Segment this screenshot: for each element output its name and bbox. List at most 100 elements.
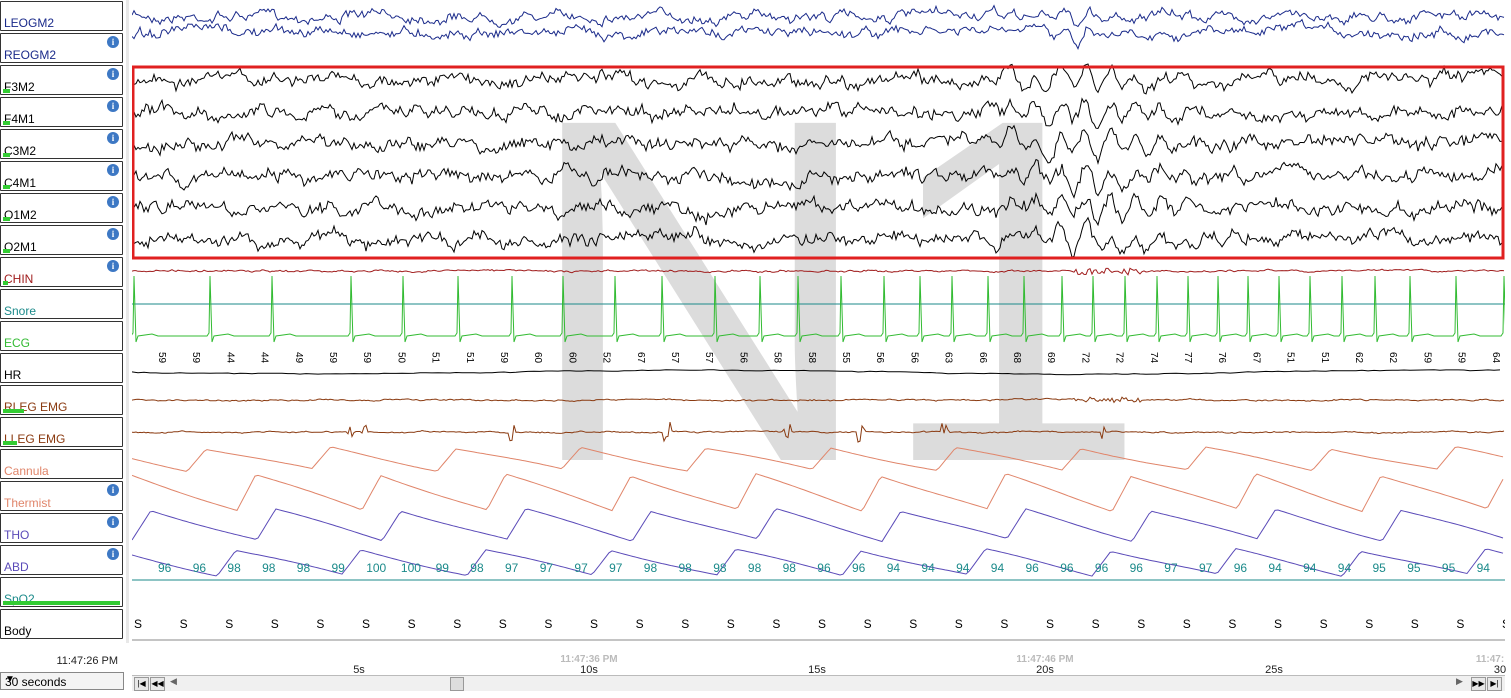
- spo2-value: 96: [1060, 561, 1074, 575]
- skip-last-icon[interactable]: ▶|: [1487, 677, 1502, 691]
- spo2-value: 94: [1338, 561, 1352, 575]
- skip-forward-icon[interactable]: ▶▶: [1471, 677, 1486, 691]
- trace-hr: [132, 369, 1501, 376]
- channel-label-snore[interactable]: Snore: [0, 289, 123, 319]
- trace-cannula: [132, 446, 1504, 472]
- skip-back-icon[interactable]: ◀◀: [150, 677, 165, 691]
- channel-label-f4m1[interactable]: F4M1 i: [0, 97, 123, 127]
- info-icon[interactable]: i: [107, 100, 119, 112]
- hr-value: 60: [532, 352, 543, 364]
- spo2-value: 97: [574, 561, 588, 575]
- time-tick: 25s: [1265, 664, 1283, 676]
- info-icon[interactable]: i: [107, 228, 119, 240]
- channel-name: Snore: [4, 304, 37, 318]
- body-position-value: S: [818, 617, 826, 631]
- hr-value: 51: [464, 352, 475, 364]
- hr-value: 60: [566, 352, 577, 364]
- body-position-value: S: [636, 617, 644, 631]
- channel-label-f3m2[interactable]: F3M2 i: [0, 65, 123, 95]
- channel-label-reogm2[interactable]: REOGM2 i: [0, 33, 123, 63]
- info-icon[interactable]: i: [107, 132, 119, 144]
- scroll-left-icon[interactable]: ◀: [170, 676, 177, 686]
- body-position-value: S: [1365, 617, 1373, 631]
- channel-label-hr[interactable]: HR: [0, 353, 123, 383]
- scroll-thumb[interactable]: [450, 677, 464, 691]
- hr-value: 59: [1421, 352, 1432, 364]
- time-tick: 30: [1493, 664, 1507, 676]
- info-icon[interactable]: i: [107, 68, 119, 80]
- epoch-length-select[interactable]: 30 seconds ▼: [0, 672, 124, 690]
- hr-value: 50: [395, 352, 406, 364]
- hr-value: 59: [327, 352, 338, 364]
- hr-value: 51: [1285, 352, 1296, 364]
- info-icon[interactable]: i: [107, 548, 119, 560]
- channel-label-spo2[interactable]: SpO2: [0, 577, 123, 607]
- channel-name: Thermist: [4, 496, 51, 510]
- info-icon[interactable]: i: [107, 516, 119, 528]
- info-icon[interactable]: i: [107, 196, 119, 208]
- trace-rleg: [132, 396, 1505, 404]
- channel-label-c4m1[interactable]: C4M1 i: [0, 161, 123, 191]
- spo2-value: 94: [887, 561, 901, 575]
- trace-abd: [132, 548, 1504, 577]
- channel-label-abd[interactable]: ABD i: [0, 545, 123, 575]
- hr-value: 59: [190, 352, 201, 364]
- trace-lleg: [132, 421, 1505, 443]
- info-icon[interactable]: i: [107, 484, 119, 496]
- gain-indicator: [3, 281, 8, 285]
- channel-label-thermist[interactable]: Thermist i: [0, 481, 123, 511]
- channel-name: LEOGM2: [4, 16, 55, 30]
- channel-label-rleg-emg[interactable]: RLEG EMG: [0, 385, 123, 415]
- hr-value: 77: [1182, 352, 1193, 364]
- hr-value: 76: [1216, 352, 1227, 364]
- info-icon[interactable]: i: [107, 260, 119, 272]
- channel-name: O2M1: [4, 240, 37, 254]
- panel-splitter[interactable]: [126, 0, 129, 643]
- gain-indicator: [3, 601, 120, 605]
- hr-value: 67: [635, 352, 646, 364]
- hr-value: 59: [156, 352, 167, 364]
- channel-name: F4M1: [4, 112, 35, 126]
- body-position-value: S: [544, 617, 552, 631]
- trace-reogm2: [132, 18, 1505, 51]
- channel-name: Body: [4, 624, 32, 638]
- hr-value: 59: [498, 352, 509, 364]
- clock-marker: 11:47:: [1475, 654, 1505, 665]
- gain-indicator: [3, 185, 10, 189]
- channel-label-body[interactable]: Body: [0, 609, 123, 639]
- channel-label-tho[interactable]: THO i: [0, 513, 123, 543]
- body-position-value: S: [864, 617, 872, 631]
- selection-box: [132, 65, 1505, 260]
- body-position-value: S: [316, 617, 324, 631]
- spo2-value: 97: [540, 561, 554, 575]
- hr-value: 59: [1456, 352, 1467, 364]
- trace-eeg: [132, 216, 1505, 258]
- spo2-value: 94: [1303, 561, 1317, 575]
- hr-value: 74: [1148, 352, 1159, 364]
- scroll-right-icon[interactable]: ▶: [1456, 676, 1463, 686]
- channel-label-ecg[interactable]: ECG: [0, 321, 123, 351]
- body-position-value: S: [1502, 617, 1505, 631]
- clock-marker: 11:47:46 PM: [1016, 654, 1074, 665]
- body-position-value: S: [499, 617, 507, 631]
- channel-label-leogm2[interactable]: LEOGM2: [0, 1, 123, 31]
- hr-value: 64: [1490, 352, 1501, 364]
- channel-label-panel: LEOGM2 REOGM2 i F3M2 i F4M1 i C3M2 i C4M1 i O1M2 i O2…: [0, 0, 128, 643]
- skip-first-icon[interactable]: |◀: [134, 677, 149, 691]
- time-tick: 5s: [353, 664, 365, 676]
- epoch-scrollbar[interactable]: |◀ ◀◀ ◀ ▶ ▶▶ ▶|: [132, 675, 1505, 691]
- channel-label-lleg-emg[interactable]: LLEG EMG: [0, 417, 123, 447]
- body-position-value: S: [1092, 617, 1100, 631]
- info-icon[interactable]: i: [107, 164, 119, 176]
- spo2-value: 100: [401, 561, 421, 575]
- body-position-value: S: [681, 617, 689, 631]
- info-icon[interactable]: i: [107, 36, 119, 48]
- channel-label-cannula[interactable]: Cannula: [0, 449, 123, 479]
- body-position-value: S: [408, 617, 416, 631]
- chevron-down-icon[interactable]: ▼: [5, 674, 15, 685]
- channel-label-chin[interactable]: CHIN i: [0, 257, 123, 287]
- channel-label-o1m2[interactable]: O1M2 i: [0, 193, 123, 223]
- signal-plot-area[interactable]: N1 59 59 44 44 49 59 59 50 51 51 59 60 60 52 67 57 57 56 58…: [132, 0, 1505, 643]
- channel-label-o2m1[interactable]: O2M1 i: [0, 225, 123, 255]
- channel-label-c3m2[interactable]: C3M2 i: [0, 129, 123, 159]
